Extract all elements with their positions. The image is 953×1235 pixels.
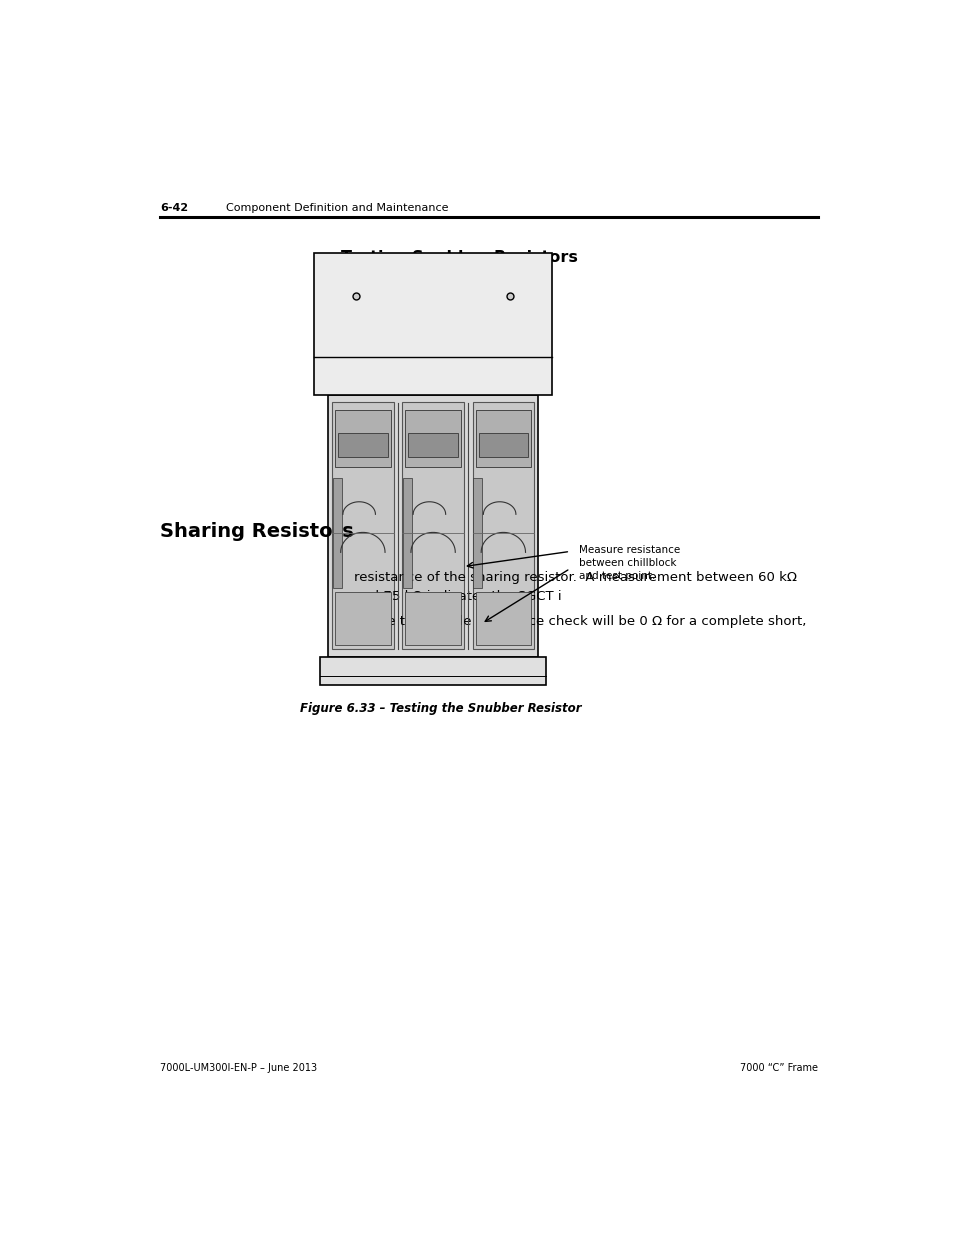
Bar [337,433,387,457]
Bar [314,253,551,395]
Text: 6-42: 6-42 [160,204,188,214]
Bar [335,593,390,645]
Bar [408,433,457,457]
Bar [476,410,531,467]
Bar [473,478,482,588]
Bar [402,403,463,650]
Bar [472,403,534,650]
Text: Measure resistance
between chillblock
and test point.: Measure resistance between chillblock an… [578,545,679,582]
Text: resistance of the sharing resistor.  A measurement between 60 kΩ
and 75 kΩ indic: resistance of the sharing resistor. A me… [354,572,797,603]
Bar [335,410,390,467]
Text: anode to cathode resistance check will be 0 Ω for a complete short,: anode to cathode resistance check will b… [354,615,806,629]
Bar [405,593,460,645]
Bar [405,410,460,467]
Bar [320,657,545,685]
Bar [476,593,531,645]
Text: 7000 “C” Frame: 7000 “C” Frame [740,1063,817,1073]
Text: Figure 6.33 – Testing the Snubber Resistor: Figure 6.33 – Testing the Snubber Resist… [300,701,581,715]
Bar [332,403,394,650]
Text: Sharing Resistors: Sharing Resistors [160,522,354,541]
Bar [328,395,537,657]
Text: Testing Snubber Resistors: Testing Snubber Resistors [340,249,578,266]
Bar [403,478,412,588]
Text: 7000L-UM300I-EN-P – June 2013: 7000L-UM300I-EN-P – June 2013 [160,1063,316,1073]
Bar [478,433,528,457]
Text: Component Definition and Maintenance: Component Definition and Maintenance [226,204,449,214]
Bar [333,478,341,588]
